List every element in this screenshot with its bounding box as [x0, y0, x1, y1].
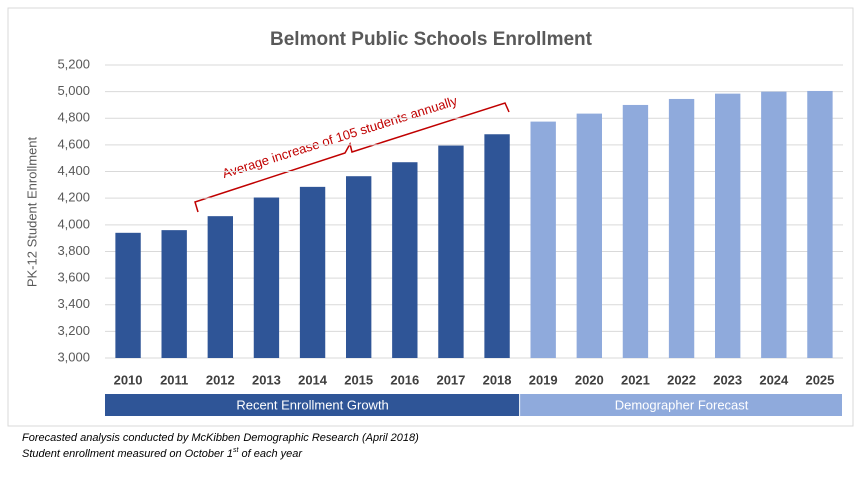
bar: [530, 121, 556, 359]
footnote: Student enrollment measured on October 1…: [22, 447, 303, 460]
x-tick-label: 2012: [206, 372, 235, 387]
bar: [484, 134, 510, 358]
x-tick-label: 2019: [529, 372, 558, 387]
bar: [622, 104, 649, 358]
y-tick-label: 4,200: [57, 190, 90, 205]
bar: [299, 186, 326, 358]
bracket: [194, 102, 510, 213]
bar: [115, 232, 141, 358]
bar: [576, 113, 602, 359]
y-tick-label: 4,600: [57, 136, 90, 151]
y-axis-label: PK-12 Student Enrollment: [24, 136, 39, 287]
footnote-sup: st: [233, 447, 240, 454]
footnote: Forecasted analysis conducted by McKibbe…: [22, 432, 419, 444]
x-tick-label: 2016: [390, 372, 419, 387]
x-tick-label: 2024: [759, 372, 789, 387]
x-tick-label: 2020: [575, 372, 604, 387]
footnote-text: of each year: [238, 448, 303, 460]
bar: [438, 145, 464, 358]
x-tick-label: 2017: [436, 372, 465, 387]
chart-frame: [7, 7, 854, 427]
x-tick-label: 2025: [805, 372, 834, 387]
y-tick-label: 5,200: [57, 56, 90, 71]
footnote-text: Student enrollment measured on October 1: [22, 448, 233, 460]
y-tick-label: 5,000: [57, 83, 90, 98]
y-tick-label: 3,000: [57, 349, 90, 364]
y-tick-label: 3,400: [57, 296, 90, 311]
x-tick-label: 2023: [713, 372, 742, 387]
x-tick-label: 2010: [114, 372, 143, 387]
chart-title: Belmont Public Schools Enrollment: [270, 29, 593, 50]
x-tick-label: 2013: [252, 372, 281, 387]
x-tick-label: 2022: [667, 372, 696, 387]
bar: [761, 91, 787, 359]
y-tick-label: 3,600: [57, 270, 90, 285]
x-tick-label: 2021: [621, 372, 650, 387]
bar: [392, 162, 418, 358]
bar: [346, 176, 372, 358]
x-tick-label: 2015: [344, 372, 373, 387]
legend-label: Recent Enrollment Growth: [236, 397, 388, 412]
y-tick-label: 4,000: [57, 216, 90, 231]
y-tick-label: 3,200: [57, 323, 90, 338]
bar: [807, 90, 833, 358]
bar: [668, 98, 695, 358]
y-tick-label: 4,400: [57, 163, 90, 178]
x-tick-label: 2018: [483, 372, 512, 387]
legend-band: [520, 394, 842, 416]
bar: [253, 197, 280, 358]
y-tick-label: 3,800: [57, 243, 90, 258]
legend-label: Demographer Forecast: [615, 397, 749, 412]
bar: [207, 216, 233, 358]
y-tick-label: 4,800: [57, 110, 90, 125]
x-tick-label: 2014: [298, 372, 328, 387]
bar: [161, 230, 187, 358]
x-tick-label: 2011: [160, 372, 188, 387]
legend-band: [105, 394, 520, 416]
bar: [715, 93, 741, 358]
